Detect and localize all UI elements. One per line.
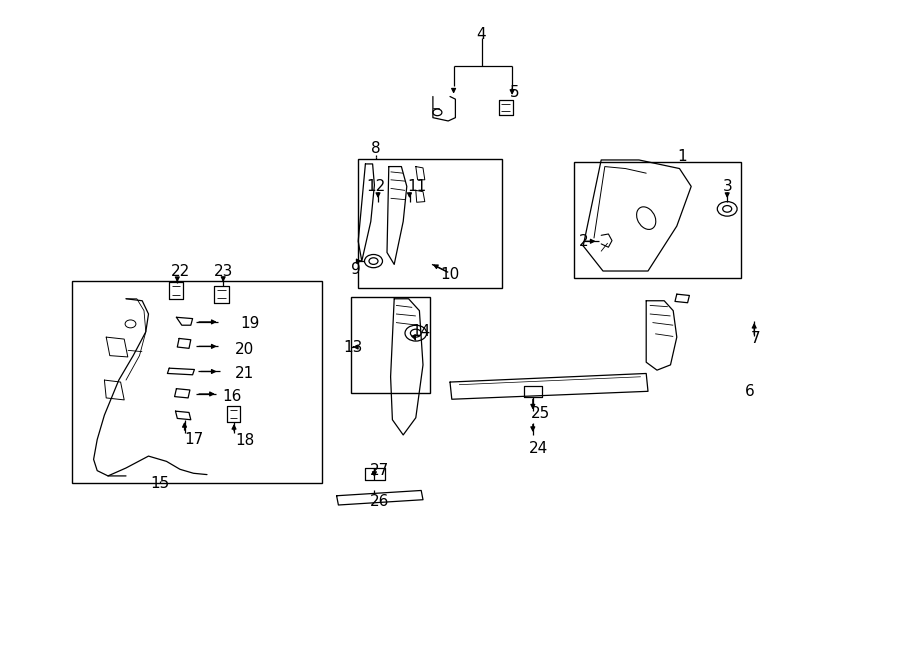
Bar [358,159,502,288]
Text: 16: 16 [222,389,242,404]
Text: 6: 6 [745,384,754,399]
Text: 25: 25 [530,406,550,420]
Text: 26: 26 [370,494,390,508]
Bar [72,281,322,483]
Text: 5: 5 [510,85,519,100]
Text: 21: 21 [235,366,255,381]
Text: 20: 20 [235,342,255,356]
Text: 10: 10 [440,267,460,282]
Text: 27: 27 [370,463,390,478]
Text: 2: 2 [579,234,588,249]
Text: 4: 4 [477,27,486,42]
Text: 17: 17 [184,432,203,447]
Bar [351,297,430,393]
Text: 7: 7 [752,331,760,346]
Text: 15: 15 [150,477,170,491]
Bar [574,162,741,278]
Text: 22: 22 [170,264,190,278]
Text: 24: 24 [528,441,548,455]
Text: 9: 9 [351,262,360,277]
Text: 19: 19 [240,317,260,331]
Text: 12: 12 [366,179,386,194]
Text: 11: 11 [407,179,427,194]
Text: 14: 14 [411,325,431,339]
Text: 18: 18 [235,434,255,448]
Text: 8: 8 [372,141,381,156]
Text: 13: 13 [343,340,363,354]
Text: 1: 1 [678,149,687,164]
Text: 3: 3 [723,179,732,194]
Text: 23: 23 [213,264,233,278]
